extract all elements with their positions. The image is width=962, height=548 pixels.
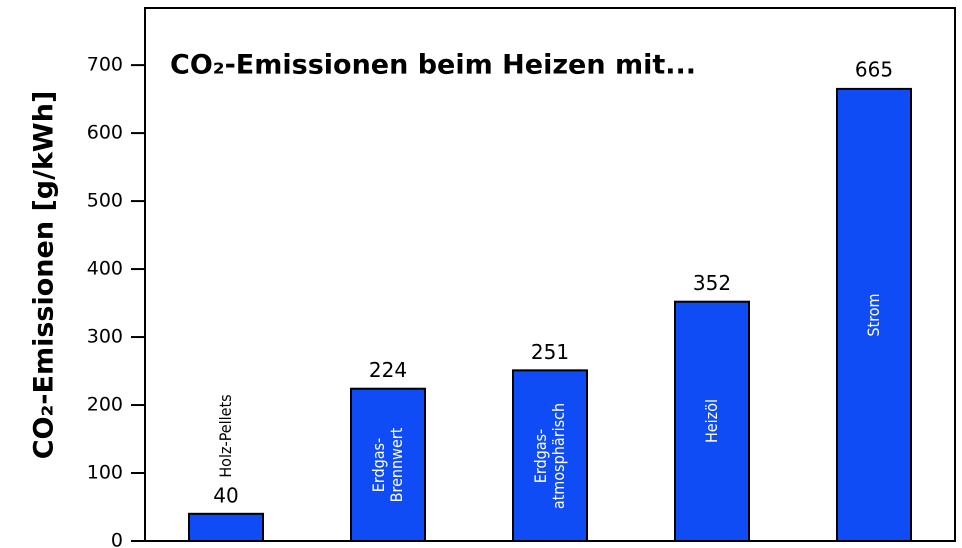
bar xyxy=(350,387,426,543)
y-tick-label: 100 xyxy=(87,462,123,484)
value-label: 352 xyxy=(693,271,731,295)
category-label: Erdgas- atmosphärisch xyxy=(531,402,568,509)
value-label: 224 xyxy=(369,358,407,382)
y-tick-label: 500 xyxy=(87,190,123,212)
category-label: Erdgas- Brennwert xyxy=(369,427,406,503)
category-label: Strom xyxy=(864,293,883,337)
y-tick-label: 700 xyxy=(87,54,123,76)
value-label: 40 xyxy=(213,483,238,507)
y-tick-label: 300 xyxy=(87,326,123,348)
category-label: Holz-Pellets xyxy=(216,394,235,478)
category-label: Heizöl xyxy=(702,399,721,444)
y-tick-label: 600 xyxy=(87,122,123,144)
value-label: 665 xyxy=(855,57,893,81)
bar xyxy=(512,369,588,543)
y-tick-label: 0 xyxy=(111,530,123,548)
y-tick-label: 200 xyxy=(87,394,123,416)
chart-title: CO₂-Emissionen beim Heizen mit... xyxy=(170,50,696,81)
y-tick-label: 400 xyxy=(87,258,123,280)
value-label: 251 xyxy=(531,340,569,364)
y-axis-label: CO₂-Emissionen [g/kWh] xyxy=(29,91,60,460)
bar xyxy=(188,512,264,543)
bar xyxy=(674,300,750,542)
bar xyxy=(836,87,912,542)
